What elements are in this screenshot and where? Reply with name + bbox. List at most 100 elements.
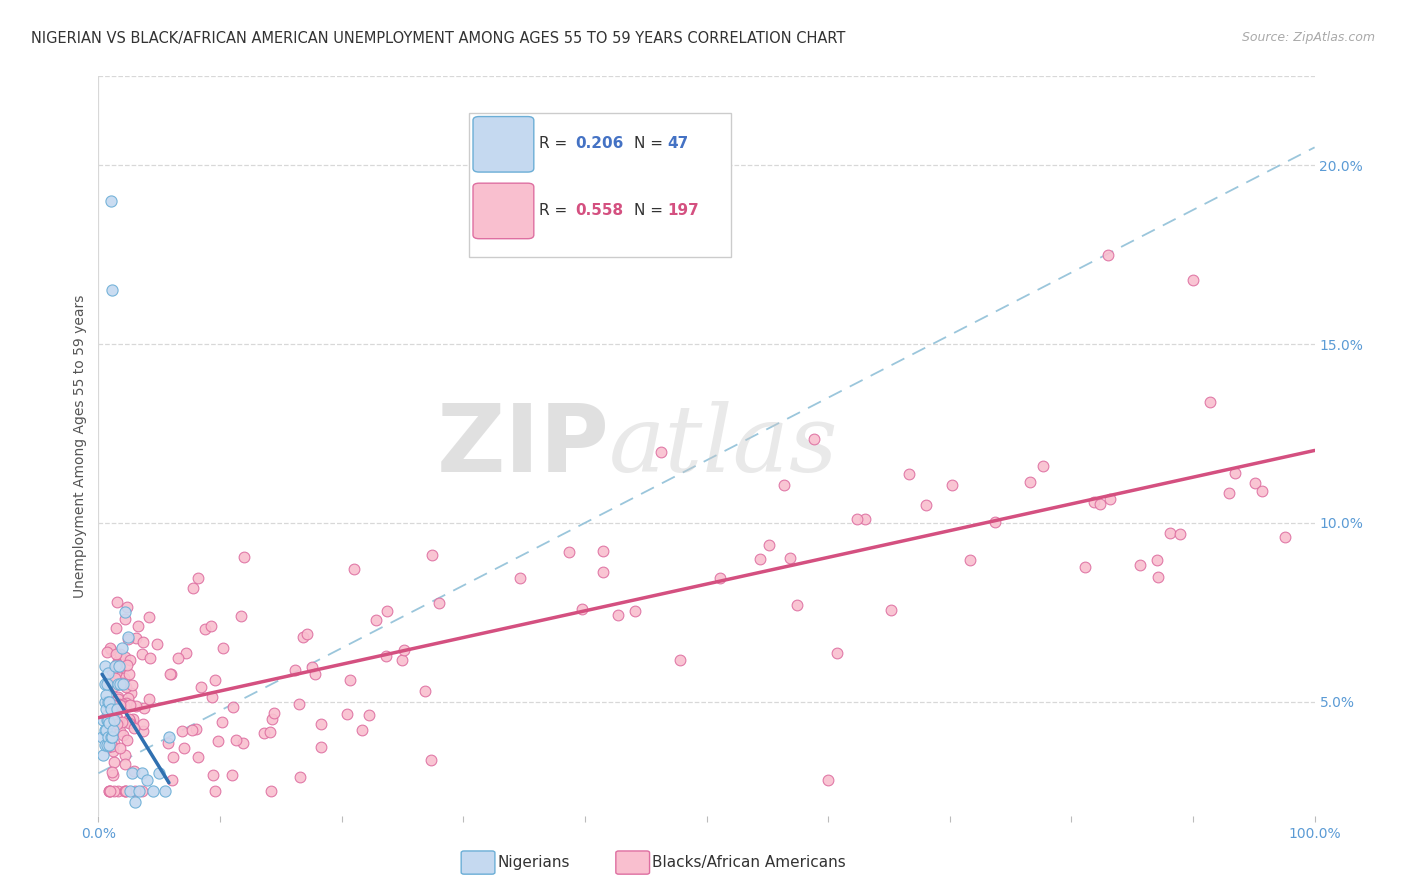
Point	[336, 707, 359, 722]
Point	[786, 598, 808, 612]
Point	[97, 784, 120, 798]
Point	[94, 688, 117, 702]
Point	[606, 608, 628, 623]
Point	[91, 713, 114, 727]
Point	[120, 653, 142, 667]
Point	[132, 717, 155, 731]
Point	[97, 676, 120, 690]
Point	[202, 768, 225, 782]
Point	[101, 695, 124, 709]
Point	[105, 702, 128, 716]
Point	[131, 784, 153, 798]
Point	[125, 631, 148, 645]
Point	[91, 731, 114, 745]
Point	[853, 512, 876, 526]
Point	[111, 697, 134, 711]
Point	[142, 784, 165, 798]
Point	[420, 753, 443, 767]
Text: 0.206: 0.206	[575, 136, 623, 152]
Point	[194, 622, 217, 636]
Point	[204, 673, 226, 687]
Text: 0.558: 0.558	[575, 203, 623, 218]
Point	[301, 660, 323, 674]
Text: 197: 197	[668, 203, 699, 218]
Point	[118, 698, 141, 712]
Point	[941, 477, 963, 491]
Point	[172, 724, 194, 739]
FancyBboxPatch shape	[472, 117, 534, 172]
Text: Source: ZipAtlas.com: Source: ZipAtlas.com	[1241, 31, 1375, 45]
Point	[112, 699, 135, 714]
Point	[110, 641, 132, 656]
Point	[758, 538, 780, 552]
Point	[155, 784, 177, 798]
Point	[259, 725, 281, 739]
Point	[104, 659, 127, 673]
Point	[100, 731, 122, 745]
Text: Blacks/African Americans: Blacks/African Americans	[652, 855, 846, 870]
Point	[98, 641, 121, 656]
Point	[211, 714, 233, 729]
Point	[180, 723, 202, 737]
Point	[98, 695, 121, 709]
Point	[115, 784, 138, 798]
Point	[709, 570, 731, 584]
Point	[352, 723, 374, 737]
Point	[107, 677, 129, 691]
Point	[105, 708, 128, 723]
Point	[98, 738, 121, 752]
Point	[915, 499, 938, 513]
Point	[1274, 530, 1296, 544]
Point	[1223, 466, 1246, 480]
Point	[1182, 273, 1205, 287]
Point	[103, 698, 125, 713]
Point	[108, 698, 131, 712]
Point	[105, 717, 128, 731]
Point	[108, 659, 131, 673]
Point	[93, 677, 115, 691]
Point	[1083, 494, 1105, 508]
Point	[1218, 485, 1240, 500]
Point	[1243, 475, 1265, 490]
Point	[111, 714, 134, 729]
Point	[166, 650, 188, 665]
Point	[136, 773, 159, 788]
Point	[138, 610, 160, 624]
Point	[1159, 526, 1181, 541]
Point	[111, 676, 134, 690]
Point	[104, 658, 127, 673]
Point	[131, 635, 153, 649]
Point	[107, 655, 129, 669]
Point	[148, 766, 170, 780]
Point	[207, 733, 229, 747]
Point	[107, 784, 129, 798]
Point	[97, 713, 120, 727]
Point	[98, 784, 121, 798]
Point	[1074, 559, 1097, 574]
Point	[174, 646, 197, 660]
Point	[1097, 247, 1119, 261]
Point	[157, 736, 180, 750]
Point	[103, 756, 125, 770]
Point	[110, 677, 132, 691]
Point	[122, 764, 145, 779]
Point	[159, 667, 181, 681]
Point	[101, 764, 124, 779]
Point	[292, 630, 315, 644]
Point	[229, 609, 252, 624]
Point	[131, 766, 153, 780]
Point	[200, 618, 222, 632]
Text: R =: R =	[538, 203, 572, 218]
Point	[103, 736, 125, 750]
Point	[108, 723, 131, 738]
Point	[1018, 475, 1040, 490]
Point	[260, 712, 283, 726]
Point	[117, 714, 139, 728]
Point	[375, 604, 398, 618]
Point	[97, 738, 120, 752]
Point	[97, 740, 120, 755]
Point	[111, 677, 134, 691]
Point	[1251, 483, 1274, 498]
Point	[212, 641, 235, 656]
Point	[825, 646, 848, 660]
